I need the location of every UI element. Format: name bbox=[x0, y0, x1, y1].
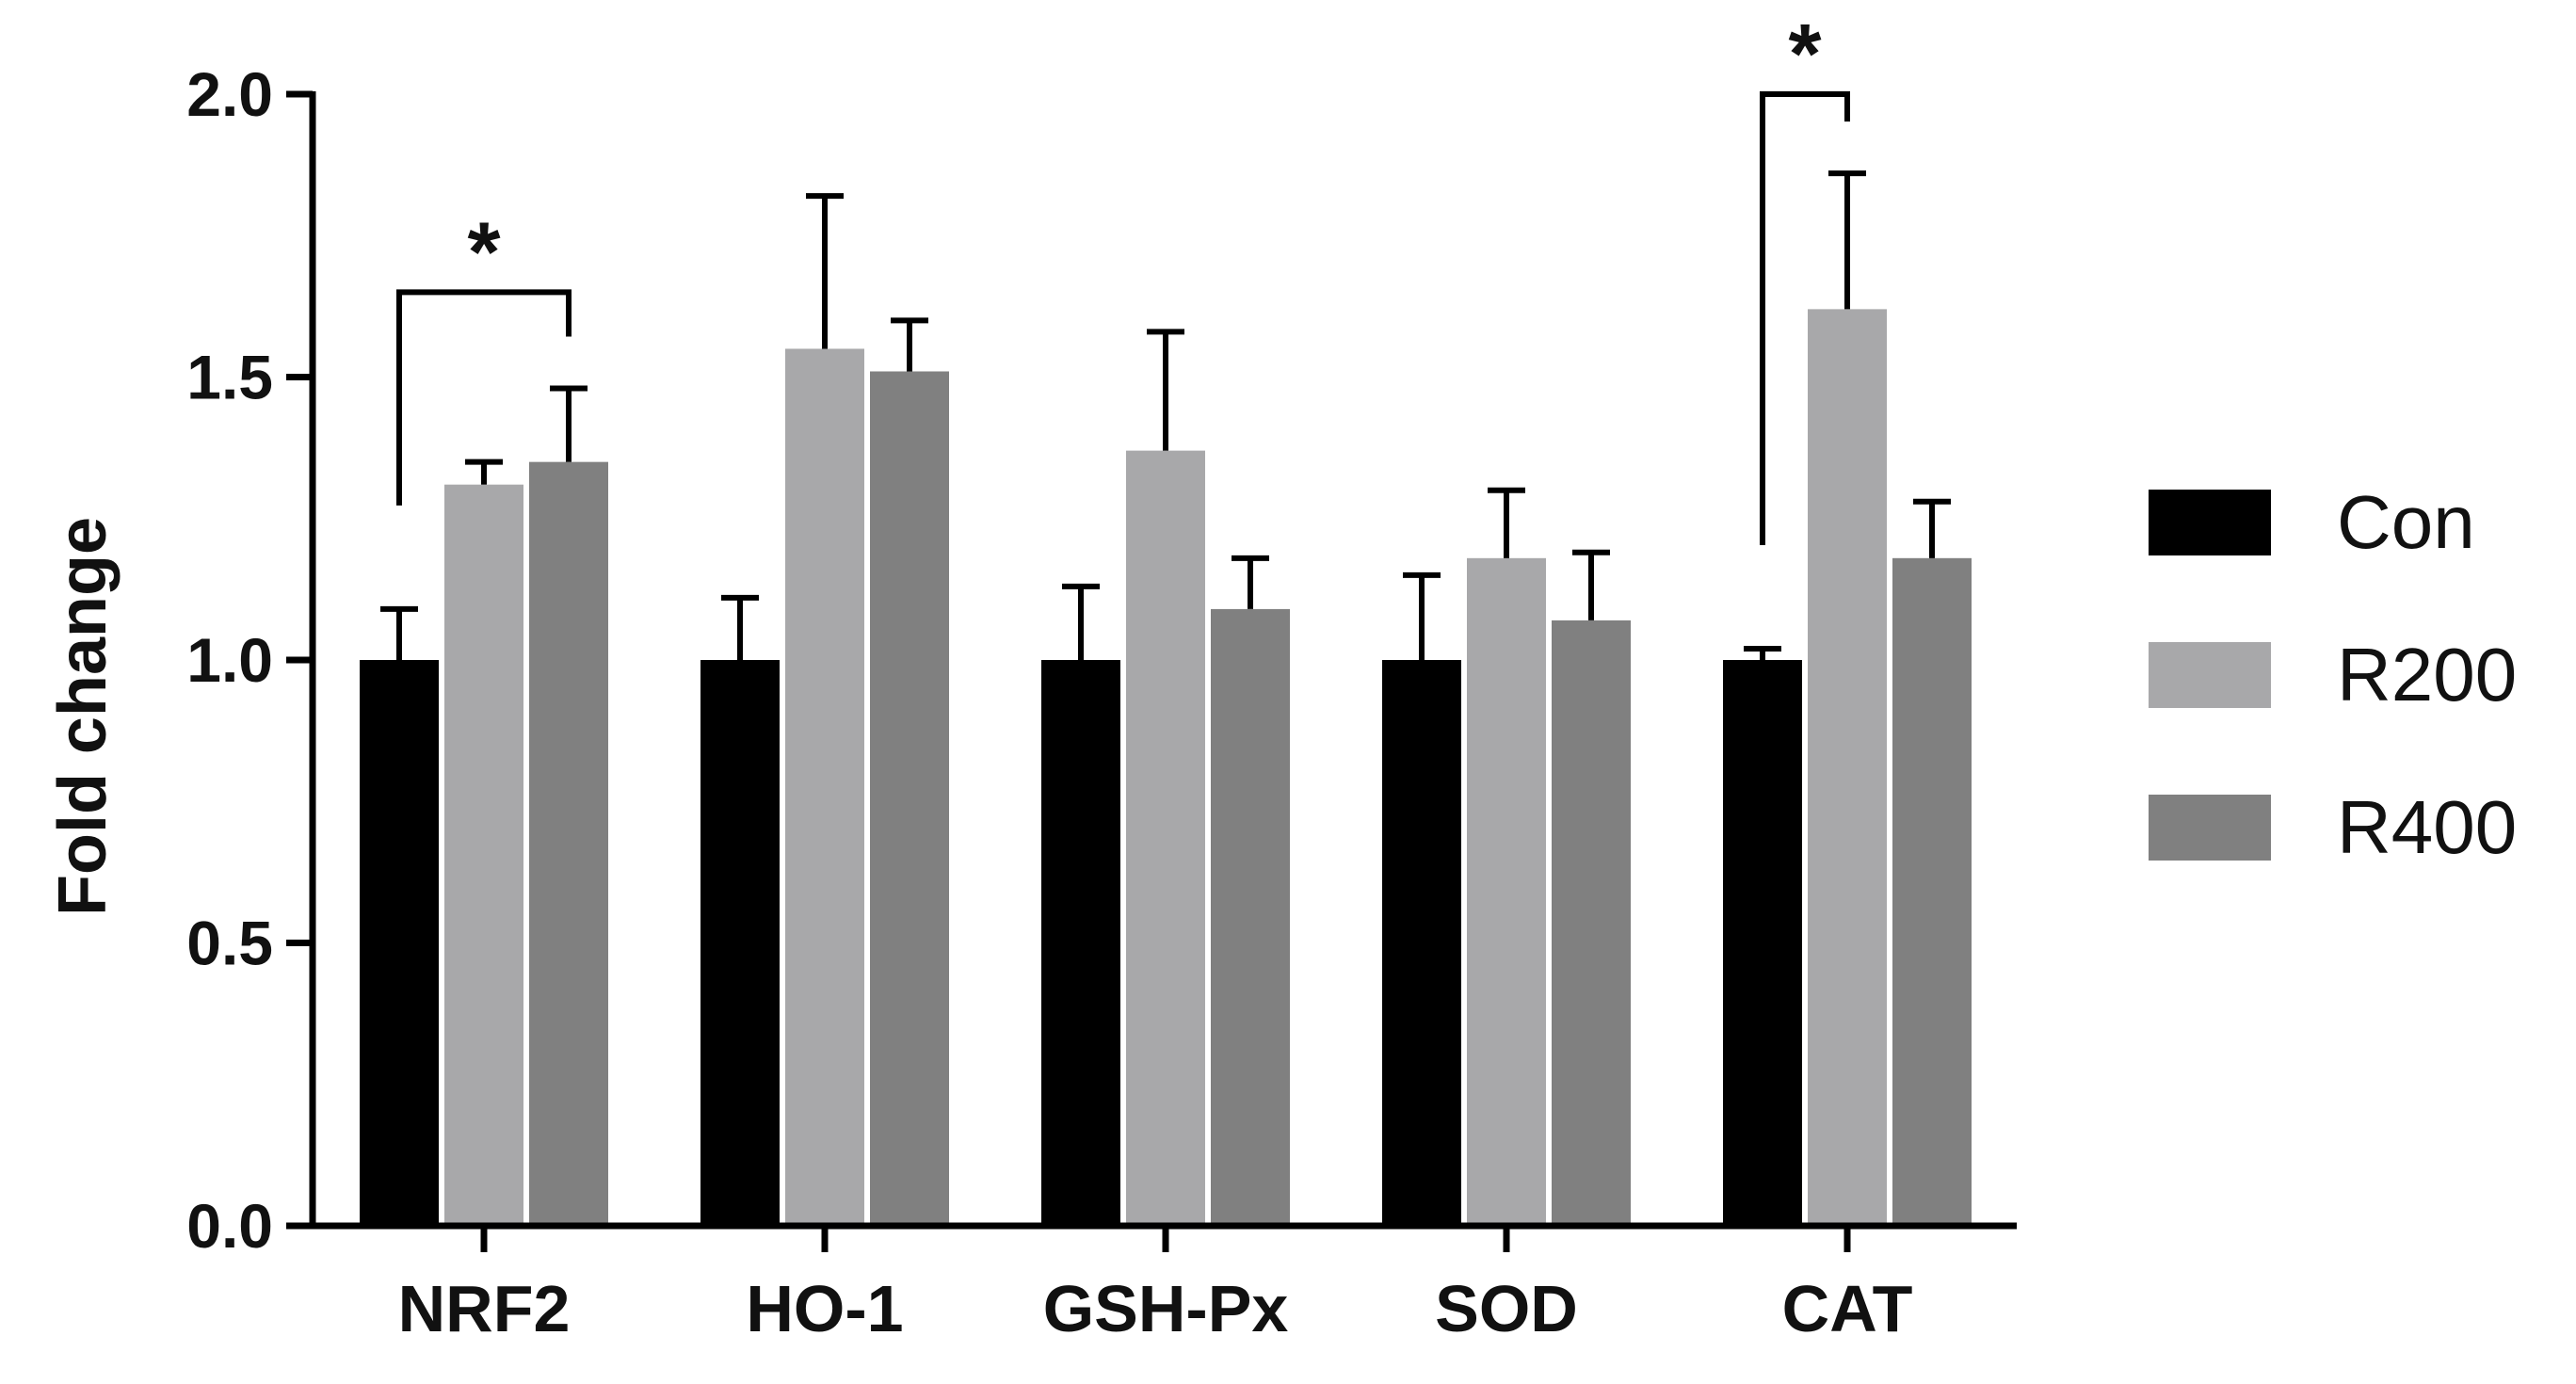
y-tick-label: 0.0 bbox=[186, 1191, 273, 1261]
bar-ho-1-r400 bbox=[870, 371, 949, 1226]
error-bars-layer bbox=[380, 170, 1951, 660]
legend-swatch-r400 bbox=[2149, 795, 2271, 861]
legend-label-r200: R200 bbox=[2337, 633, 2517, 716]
x-tick-label-nrf2: NRF2 bbox=[398, 1272, 571, 1345]
significance-annotations: ** bbox=[396, 8, 1850, 545]
legend-swatch-r200 bbox=[2149, 642, 2271, 708]
bar-gsh-px-con bbox=[1041, 660, 1120, 1226]
bars-layer bbox=[360, 309, 1972, 1226]
bar-gsh-px-r400 bbox=[1211, 608, 1290, 1226]
y-tick-label: 2.0 bbox=[186, 59, 273, 129]
bar-cat-r400 bbox=[1892, 557, 1972, 1226]
bar-nrf2-con bbox=[360, 660, 439, 1226]
bar-sod-r400 bbox=[1552, 620, 1631, 1226]
bar-sod-r200 bbox=[1467, 557, 1546, 1226]
significance-bracket-cat bbox=[1760, 91, 1850, 545]
significance-star-nrf2: * bbox=[467, 205, 500, 299]
y-tick-label: 1.0 bbox=[186, 625, 273, 695]
legend: Con R200 R400 bbox=[2149, 480, 2517, 869]
bar-ho-1-r200 bbox=[785, 348, 864, 1226]
x-tick-label-sod: SOD bbox=[1435, 1272, 1578, 1345]
legend-label-r400: R400 bbox=[2337, 785, 2517, 869]
bar-cat-con bbox=[1723, 660, 1802, 1226]
bar-nrf2-r400 bbox=[529, 461, 608, 1226]
legend-label-con: Con bbox=[2337, 480, 2475, 564]
bar-gsh-px-r200 bbox=[1126, 450, 1205, 1226]
bar-nrf2-r200 bbox=[444, 484, 523, 1226]
x-tick-label-ho-1: HO-1 bbox=[746, 1272, 903, 1345]
bar-sod-con bbox=[1382, 660, 1461, 1226]
bar-ho-1-con bbox=[700, 660, 780, 1226]
significance-bracket-nrf2 bbox=[396, 289, 572, 506]
significance-star-cat: * bbox=[1788, 8, 1821, 102]
bar-cat-r200 bbox=[1808, 309, 1887, 1226]
legend-swatch-con bbox=[2149, 490, 2271, 555]
y-tick-label: 1.5 bbox=[186, 343, 273, 412]
x-tick-label-gsh-px: GSH-Px bbox=[1043, 1272, 1289, 1345]
x-tick-label-cat: CAT bbox=[1782, 1272, 1913, 1345]
y-tick-label: 0.5 bbox=[186, 909, 273, 978]
y-axis-title: Fold change bbox=[45, 517, 121, 916]
axes-layer: 0.0 0.5 1.0 1.5 2.0 NRF2 HO-1 GSH-Px SOD CAT Fold … bbox=[45, 59, 2017, 1345]
